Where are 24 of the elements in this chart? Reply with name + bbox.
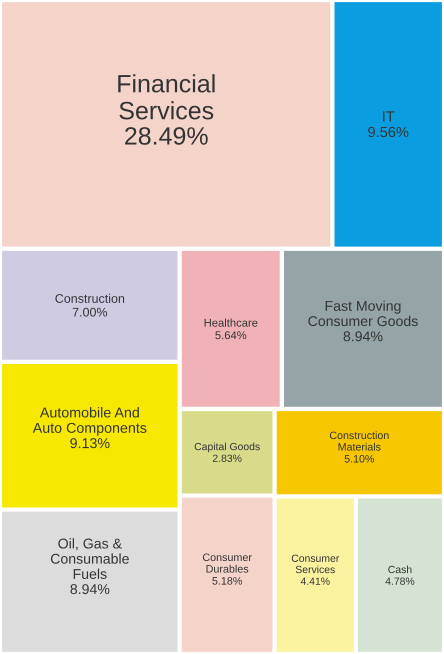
data-label: 5.18% <box>212 577 242 585</box>
data-label: 9.56% <box>368 126 408 138</box>
data-label: 4.41% <box>300 578 330 585</box>
category-label: Construction Materials <box>330 431 389 451</box>
data-label: 2.83% <box>212 454 242 462</box>
category-label: Capital Goods <box>194 442 260 452</box>
category-label: IT <box>383 111 394 122</box>
data-label: 5.10% <box>344 455 374 463</box>
category-label: Automobile And Auto Components <box>32 407 146 436</box>
category-label: Fast Moving Consumer Goods <box>308 300 418 326</box>
data-label: 9.13% <box>70 438 110 448</box>
data-label: 5.64% <box>215 331 246 340</box>
category-label: Healthcare <box>204 318 258 327</box>
category-label: Cash <box>388 566 412 574</box>
category-label: Construction <box>55 294 124 303</box>
category-label: Financial Services <box>118 74 215 120</box>
data-label: 7.00% <box>72 308 108 317</box>
category-label: Consumer Services <box>292 554 340 574</box>
category-label: Oil, Gas & Consumable Fuels <box>50 538 129 579</box>
data-label: 8.94% <box>70 584 110 594</box>
data-label: 8.94% <box>344 331 382 342</box>
data-label: 4.78% <box>385 578 414 585</box>
category-label: Consumer Durables <box>202 553 252 573</box>
data-label: 28.49% <box>125 127 208 145</box>
